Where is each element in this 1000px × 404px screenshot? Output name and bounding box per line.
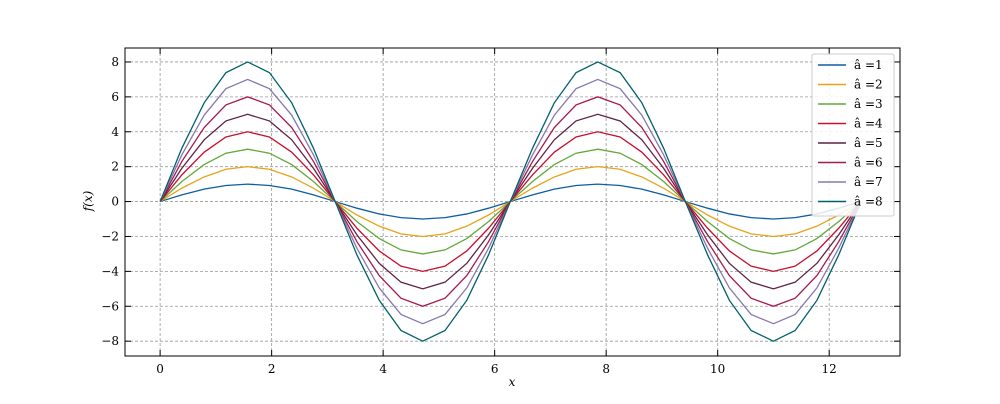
legend-box [811, 53, 895, 217]
y-tick-label: 4 [111, 125, 119, 139]
y-tick-label: −8 [101, 334, 119, 348]
y-tick-label: 6 [111, 90, 119, 104]
legend-label: â =4 [854, 117, 883, 131]
legend-label: â =6 [854, 156, 883, 170]
x-tick-label: 12 [822, 362, 837, 376]
legend-label: â =2 [854, 78, 883, 92]
x-tick-label: 10 [710, 362, 725, 376]
legend-label: â =8 [854, 195, 883, 209]
series-line [159, 61, 862, 342]
x-tick-label: 4 [379, 362, 387, 376]
x-tick-label: 6 [491, 362, 499, 376]
y-tick-label: −4 [101, 264, 119, 278]
y-tick-label: −6 [101, 299, 119, 313]
legend-label: â =3 [854, 97, 883, 111]
x-tick-label: 8 [602, 362, 610, 376]
y-tick-label: 2 [111, 160, 119, 174]
y-tick-label: 8 [111, 55, 119, 69]
plot-frame [124, 47, 901, 357]
y-tick-label: −2 [101, 229, 119, 243]
legend-label: â =5 [854, 136, 883, 150]
x-tick-label: 0 [156, 362, 164, 376]
y-tick-label: 0 [111, 195, 119, 209]
x-tick-label: 2 [268, 362, 276, 376]
legend-label: â =1 [854, 58, 883, 72]
x-axis-label: x [509, 375, 516, 389]
y-axis-label: f(x) [81, 190, 95, 212]
legend-label: â =7 [854, 175, 883, 189]
